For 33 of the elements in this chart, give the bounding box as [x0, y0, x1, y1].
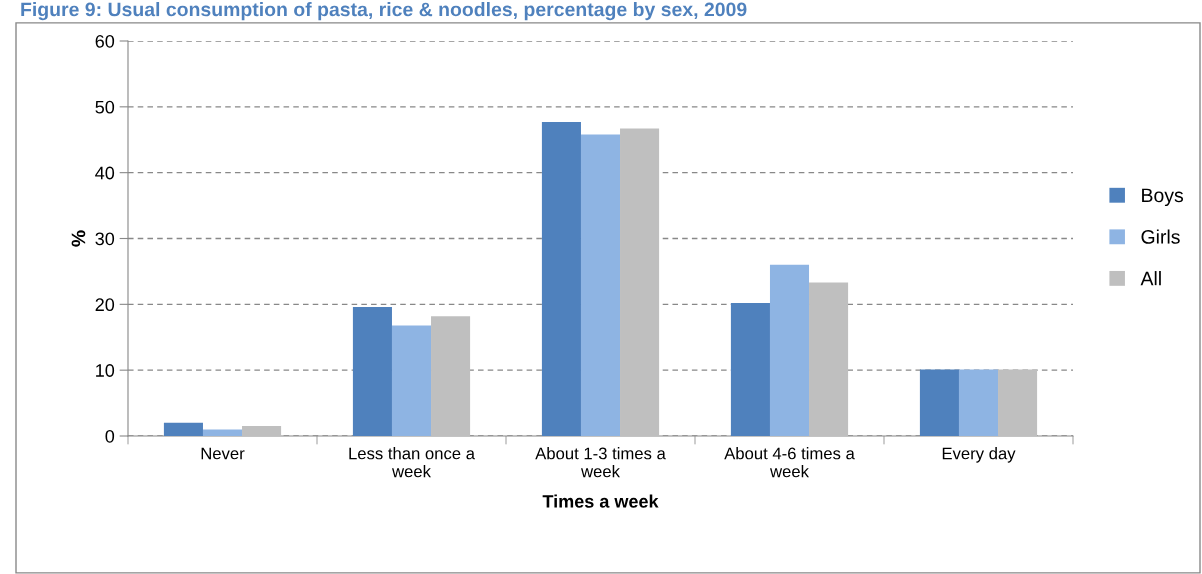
x-axis-title: Times a week	[542, 494, 659, 508]
y-tick-label: 40	[95, 166, 115, 180]
bar	[202, 429, 243, 436]
bar	[730, 303, 770, 436]
legend-label: All	[1140, 271, 1161, 286]
x-tick-label: About 4-6 times a week	[724, 447, 855, 478]
bar	[769, 264, 810, 436]
bar	[919, 369, 959, 436]
legend-label: Girls	[1141, 229, 1180, 244]
bar	[580, 134, 621, 436]
y-tick-label: 30	[95, 232, 115, 246]
x-tick-label: Never	[201, 447, 245, 460]
bar	[620, 128, 660, 436]
bar	[163, 422, 203, 436]
x-tick-label: About 1-3 times a week	[535, 447, 666, 478]
chart-title: Figure 9: Usual consumption of pasta, rice & noodles, percentage by sex, 2009	[21, 2, 747, 21]
bar	[998, 369, 1038, 436]
bar	[958, 369, 999, 436]
y-axis-title: %	[71, 230, 86, 247]
y-tick-label: 60	[95, 34, 115, 48]
bar	[809, 282, 849, 436]
bar	[352, 306, 392, 436]
y-tick-label: 10	[96, 364, 115, 377]
x-tick-label: Less than once a week	[349, 447, 475, 478]
bar	[431, 316, 471, 436]
bar	[242, 426, 282, 436]
bar	[391, 325, 432, 436]
y-tick-label: 20	[95, 298, 115, 312]
x-tick-label: Every day	[942, 447, 1016, 463]
y-tick-label: 0	[105, 429, 115, 443]
bar	[541, 121, 581, 436]
legend-label: Boys	[1142, 188, 1184, 207]
y-tick-label: 50	[95, 100, 115, 114]
